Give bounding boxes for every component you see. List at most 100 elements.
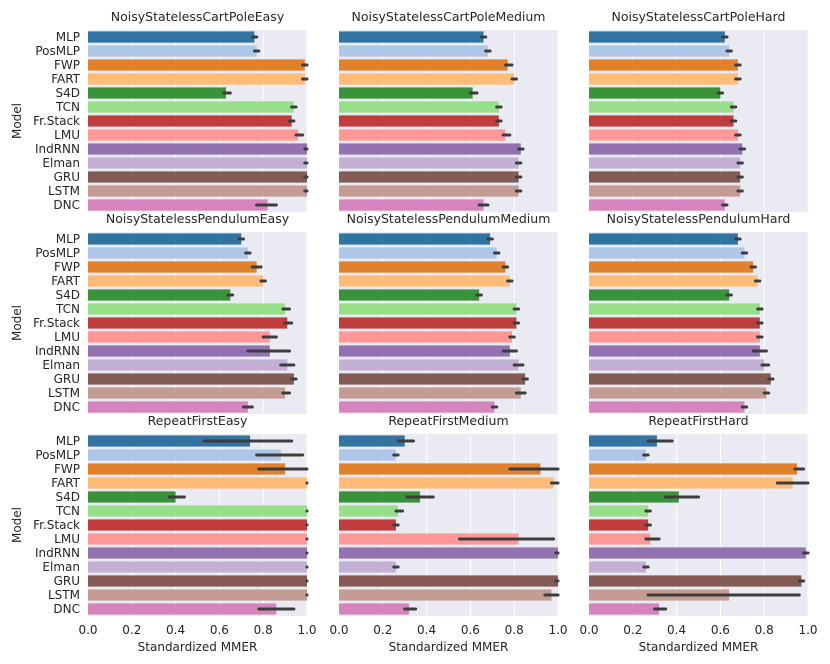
ytick-label: FART (51, 274, 80, 288)
bar-tcn (88, 505, 307, 517)
panel-2: NoisyStatelessCartPoleMedium (338, 9, 559, 212)
xtick-label: 0.6 (210, 623, 229, 637)
bar-lstm (589, 387, 767, 399)
bar-indrnn (88, 143, 307, 155)
xtick-label: 0.4 (667, 623, 686, 637)
x-axis-label: Standardized MMER (138, 640, 258, 654)
xtick-label: 0.0 (329, 623, 348, 637)
bar-s4d (88, 87, 226, 99)
ytick-label: GRU (54, 372, 80, 386)
bar-s4d (339, 87, 473, 99)
bar-frstack (339, 519, 396, 531)
ytick-label: TCN (55, 504, 80, 518)
ytick-label: PosMLP (35, 246, 80, 260)
bar-fart (339, 275, 510, 287)
xtick-label: 0.2 (373, 623, 392, 637)
bar-dnc (339, 603, 410, 615)
ytick-label: FWP (54, 58, 80, 72)
bar-mlp (589, 233, 738, 245)
bar-gru (88, 373, 294, 385)
bar-fart (88, 477, 307, 489)
bar-fwp (589, 59, 738, 71)
ytick-label: DNC (53, 400, 80, 414)
ytick-label: FART (51, 72, 80, 86)
bar-elman (589, 157, 741, 169)
bar-mlp (339, 31, 484, 43)
bar-posmlp (339, 449, 396, 461)
panel-8: RepeatFirstMedium 0.0 0.2 0.4 0.6 0.8 1.0 Stand… (329, 413, 567, 654)
bar-fwp (88, 59, 305, 71)
ytick-label: IndRNN (35, 142, 80, 156)
xtick-label: 1.0 (548, 623, 567, 637)
bar-frstack (589, 317, 760, 329)
bar-indrnn (589, 143, 743, 155)
xtick-label: 0.0 (579, 623, 598, 637)
bar-s4d (589, 87, 721, 99)
bar-mlp (589, 435, 657, 447)
panel-title: RepeatFirstMedium (388, 413, 508, 428)
panel-title: NoisyStatelessPendulumHard (607, 211, 791, 226)
bar-fart (589, 477, 793, 489)
x-axis-label: Standardized MMER (389, 640, 509, 654)
bar-lmu (589, 533, 651, 545)
bar-fwp (339, 261, 506, 273)
bar-posmlp (589, 449, 646, 461)
bar-fwp (88, 261, 257, 273)
bar-fart (339, 73, 515, 85)
panel-5: NoisyStatelessPendulumMedium (338, 211, 559, 414)
bar-mlp (339, 233, 491, 245)
bar-lmu (88, 331, 270, 343)
bar-posmlp (339, 45, 488, 57)
bar-dnc (589, 199, 725, 211)
ytick-label: LSTM (48, 184, 80, 198)
bar-tcn (339, 303, 517, 315)
bar-mlp (339, 435, 405, 447)
bar-lstm (339, 185, 519, 197)
bar-tcn (589, 303, 760, 315)
bar-dnc (339, 199, 484, 211)
bar-frstack (88, 519, 307, 531)
bar-fart (339, 477, 554, 489)
bar-mlp (589, 31, 725, 43)
bar-fart (589, 275, 758, 287)
bar-mlp (88, 233, 242, 245)
bar-dnc (88, 401, 248, 413)
ytick-label: DNC (53, 198, 80, 212)
ytick-label: FART (51, 476, 80, 490)
bar-gru (589, 373, 771, 385)
ytick-label: Fr.Stack (33, 316, 80, 330)
bar-lstm (339, 589, 552, 601)
bar-s4d (88, 289, 231, 301)
bar-posmlp (589, 247, 745, 259)
bar-gru (339, 373, 526, 385)
bar-lmu (88, 533, 307, 545)
ytick-label: PosMLP (35, 44, 80, 58)
bar-lmu (589, 129, 738, 141)
bar-fart (88, 73, 305, 85)
panel-1: NoisyStatelessCartPoleEasy MLPPosMLPFWPFA… (10, 9, 309, 212)
bar-posmlp (589, 45, 730, 57)
bar-fwp (88, 463, 286, 475)
bar-fwp (589, 463, 798, 475)
bar-posmlp (88, 45, 257, 57)
panel-title: NoisyStatelessPendulumEasy (106, 211, 290, 226)
bar-lstm (589, 185, 741, 197)
bar-dnc (88, 199, 268, 211)
bar-lstm (339, 387, 521, 399)
bar-indrnn (339, 143, 521, 155)
ytick-label: S4D (56, 490, 81, 504)
bar-s4d (589, 491, 679, 503)
bar-s4d (88, 491, 176, 503)
ytick-label: LMU (54, 128, 80, 142)
bar-dnc (339, 401, 495, 413)
bar-elman (88, 359, 288, 371)
bar-dnc (88, 603, 277, 615)
bar-s4d (339, 289, 480, 301)
bar-tcn (339, 101, 499, 113)
bar-tcn (589, 505, 649, 517)
bar-gru (589, 171, 741, 183)
bar-lstm (88, 387, 286, 399)
bar-s4d (339, 491, 421, 503)
panel-title: RepeatFirstEasy (148, 413, 248, 428)
